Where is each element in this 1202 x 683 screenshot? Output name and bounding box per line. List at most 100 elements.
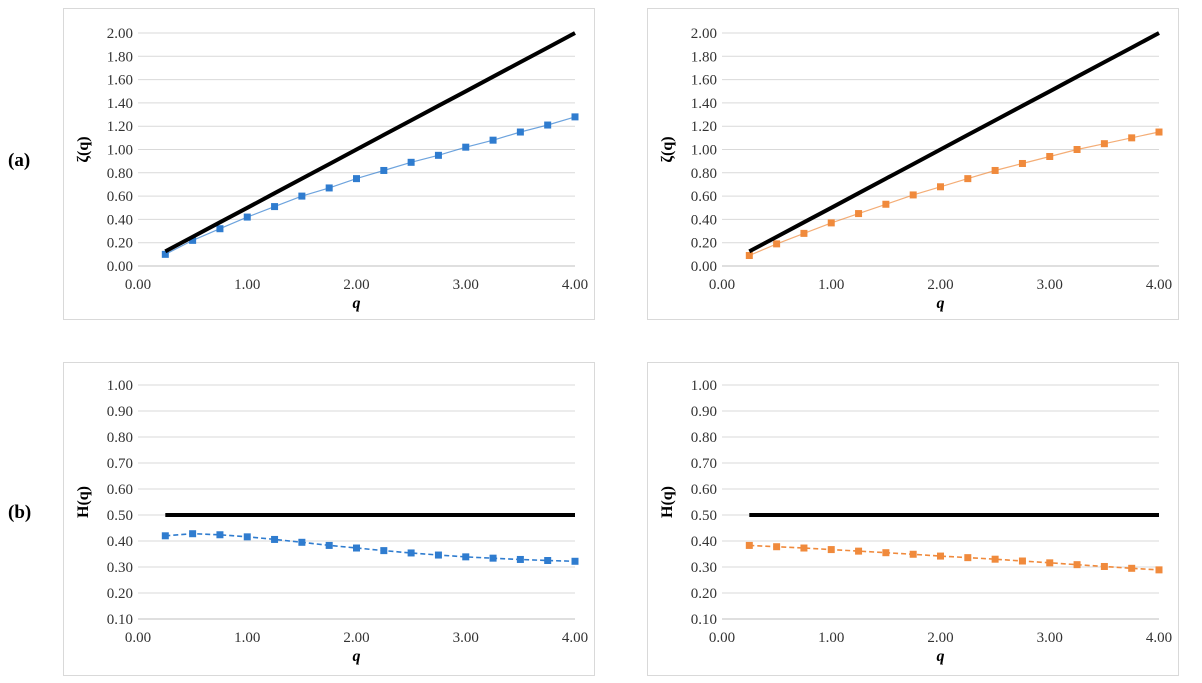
data-point	[325, 541, 333, 549]
data-point	[882, 200, 890, 208]
x-tick-label: 1.00	[818, 630, 844, 646]
x-tick-label: 2.00	[927, 630, 953, 646]
data-point	[1128, 134, 1136, 142]
y-axis-title: H(q)	[659, 486, 676, 518]
x-tick-label: 2.00	[343, 630, 369, 646]
data-point	[462, 143, 470, 151]
x-tick-label: 0.00	[125, 277, 151, 293]
y-tick-label: 0.80	[107, 430, 133, 446]
x-tick-label: 4.00	[562, 277, 588, 293]
chart-zeta-orange: 0.00 0.20 0.40 0.60 0.80 1.00 1.20 1.40 1.60 1.80…	[647, 8, 1179, 320]
data-point	[964, 175, 972, 183]
data-point	[991, 555, 999, 563]
data-point	[1155, 128, 1163, 136]
reference-line	[748, 31, 1160, 254]
data-point	[1018, 159, 1026, 167]
data-point	[407, 549, 415, 557]
data-point	[216, 225, 224, 233]
y-tick-label: 0.00	[107, 259, 133, 275]
y-tick-label: 1.00	[691, 378, 717, 394]
y-tick-label: 0.90	[107, 404, 133, 420]
x-tick-label: 3.00	[453, 630, 479, 646]
series-line	[165, 116, 576, 255]
x-axis-title: q	[937, 295, 945, 312]
x-tick-label: 4.00	[562, 630, 588, 646]
y-axis-title: ζ(q)	[659, 136, 676, 162]
data-point	[571, 113, 579, 121]
data-point	[1046, 152, 1054, 160]
x-tick-label: 2.00	[343, 277, 369, 293]
data-point	[855, 210, 863, 218]
data-point	[325, 184, 333, 192]
y-tick-label: 2.00	[107, 26, 133, 42]
row-label-a: (a)	[8, 150, 31, 171]
x-tick-label: 4.00	[1146, 630, 1172, 646]
data-point	[271, 203, 279, 211]
x-tick-label: 0.00	[709, 277, 735, 293]
data-point	[243, 533, 251, 541]
data-point	[937, 552, 944, 560]
y-tick-label: 0.20	[107, 586, 133, 602]
x-axis-title: q	[353, 295, 361, 312]
reference-line	[164, 31, 576, 254]
data-point	[544, 121, 552, 129]
x-tick-label: 3.00	[1037, 630, 1063, 646]
x-axis-title: q	[353, 648, 361, 665]
x-axis-title: q	[937, 648, 945, 665]
y-tick-label: 0.10	[691, 612, 717, 628]
data-point	[1018, 557, 1026, 565]
y-tick-label: 0.40	[107, 212, 133, 228]
data-point	[745, 252, 753, 260]
chart-svg: 0.00 0.20 0.40 0.60 0.80 1.00 1.20 1.40 1.60 1.80…	[659, 26, 1172, 312]
data-point	[1073, 146, 1081, 153]
y-tick-label: 1.20	[691, 119, 717, 135]
data-point	[773, 543, 781, 551]
y-tick-label: 0.10	[107, 612, 133, 628]
row-label-b: (b)	[8, 502, 32, 523]
x-tick-label: 0.00	[125, 630, 151, 646]
data-point	[544, 557, 552, 564]
data-point	[489, 136, 497, 144]
y-tick-label: 1.00	[107, 378, 133, 394]
x-tick-label: 0.00	[709, 630, 735, 646]
data-point	[855, 547, 863, 555]
data-point	[489, 554, 497, 562]
y-tick-label: 0.00	[691, 259, 717, 275]
data-point	[434, 551, 442, 559]
x-tick-label: 1.00	[234, 630, 260, 646]
y-tick-label: 0.30	[691, 560, 717, 576]
data-point	[407, 158, 415, 166]
data-point	[1100, 140, 1108, 148]
y-tick-label: 1.40	[691, 96, 717, 112]
data-point	[216, 531, 224, 539]
data-point	[243, 213, 251, 221]
y-tick-label: 0.70	[107, 456, 133, 472]
y-tick-label: 0.20	[691, 586, 717, 602]
data-point	[827, 219, 835, 227]
chart-svg: 0.00 0.20 0.40 0.60 0.80 1.00 1.20 1.40 1.60 1.80…	[75, 26, 588, 312]
data-point	[1073, 561, 1081, 569]
x-tick-label: 4.00	[1146, 277, 1172, 293]
data-point	[571, 557, 579, 565]
y-tick-label: 0.80	[107, 166, 133, 182]
y-tick-label: 0.30	[107, 560, 133, 576]
chart-hurst-blue: 0.10 0.20 0.30 0.40 0.50 0.60 0.70 0.80 0.90 1.00…	[63, 362, 595, 676]
data-point	[298, 538, 306, 546]
y-tick-label: 1.20	[107, 119, 133, 135]
y-tick-label: 0.80	[691, 430, 717, 446]
y-tick-label: 0.40	[691, 534, 717, 550]
data-point	[434, 151, 442, 159]
y-tick-label: 1.80	[691, 49, 717, 65]
y-tick-label: 1.80	[107, 49, 133, 65]
data-point	[1128, 564, 1136, 572]
data-point	[462, 553, 470, 561]
y-tick-label: 1.00	[107, 143, 133, 159]
y-tick-label: 0.50	[691, 508, 717, 524]
y-tick-label: 0.60	[107, 189, 133, 205]
y-tick-label: 0.70	[691, 456, 717, 472]
x-tick-label: 1.00	[818, 277, 844, 293]
data-point	[189, 530, 197, 538]
y-tick-label: 0.40	[107, 534, 133, 550]
data-point	[380, 166, 388, 174]
series-line	[165, 532, 576, 563]
